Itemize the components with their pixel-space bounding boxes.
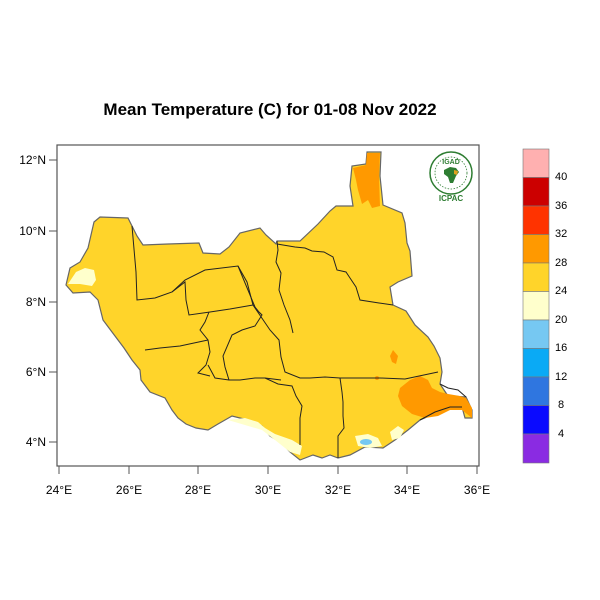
cool-area-kidepo bbox=[390, 426, 404, 440]
colorbar-label: 40 bbox=[555, 171, 568, 183]
y-axis bbox=[49, 159, 57, 443]
colorbar bbox=[522, 148, 550, 464]
warm-spot-east bbox=[390, 350, 398, 364]
logo-emblem-icon: IGAD bbox=[429, 151, 473, 195]
y-tick-label: 6°N bbox=[26, 365, 46, 379]
y-tick-label: 8°N bbox=[26, 295, 46, 309]
colorbar-label: 28 bbox=[555, 257, 568, 269]
colorbar-label: 4 bbox=[558, 428, 565, 440]
colorbar-label: 24 bbox=[555, 285, 568, 297]
x-tick-label: 26°E bbox=[116, 483, 142, 497]
country-fill bbox=[65, 151, 473, 461]
x-axis bbox=[58, 466, 478, 474]
cool-area-west bbox=[68, 268, 96, 286]
warm-area-north bbox=[353, 153, 380, 208]
x-tick-label: 28°E bbox=[185, 483, 211, 497]
colorbar-label: 20 bbox=[555, 314, 568, 326]
x-tick-label: 34°E bbox=[394, 483, 420, 497]
y-tick-label: 12°N bbox=[19, 153, 46, 167]
y-tick-label: 10°N bbox=[19, 224, 46, 238]
colorbar-label: 16 bbox=[555, 342, 568, 354]
colorbar-label: 36 bbox=[555, 200, 568, 212]
colorbar-label: 32 bbox=[555, 228, 568, 240]
x-tick-label: 36°E bbox=[464, 483, 490, 497]
state-boundaries bbox=[131, 225, 467, 458]
igad-icpac-logo: IGAD ICPAC bbox=[426, 150, 476, 210]
x-tick-label: 32°E bbox=[325, 483, 351, 497]
cool-spot-imatong bbox=[360, 439, 372, 445]
colorbar-label: 12 bbox=[555, 371, 568, 383]
x-tick-label: 30°E bbox=[255, 483, 281, 497]
x-tick-label: 24°E bbox=[46, 483, 72, 497]
colorbar-label: 8 bbox=[558, 399, 565, 411]
y-tick-label: 4°N bbox=[26, 435, 46, 449]
svg-text:IGAD: IGAD bbox=[442, 159, 460, 166]
map-title: Mean Temperature (C) for 01-08 Nov 2022 bbox=[103, 100, 437, 119]
logo-text: ICPAC bbox=[438, 194, 464, 203]
cool-area-south bbox=[228, 418, 302, 455]
